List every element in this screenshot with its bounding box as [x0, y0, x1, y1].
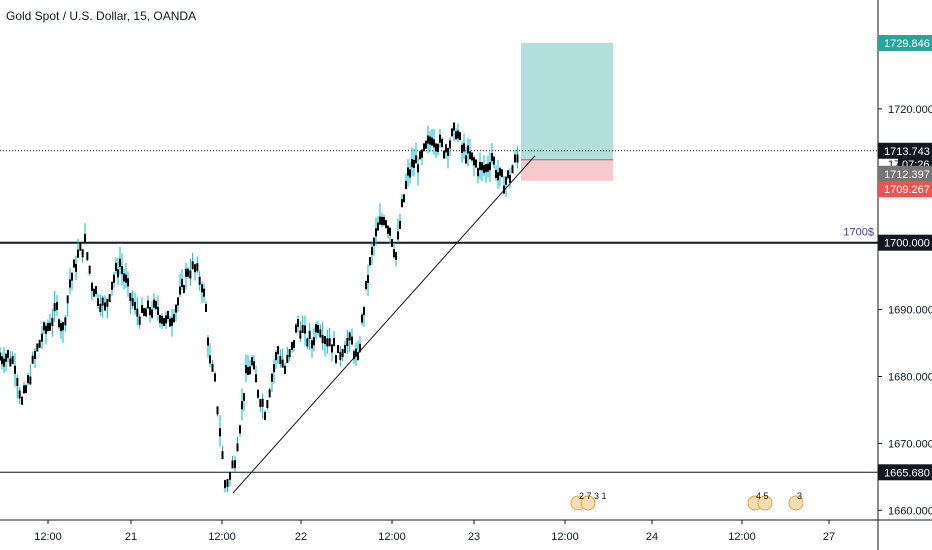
x-tick-label: 27	[823, 531, 835, 543]
us-flag-event-icon[interactable]	[788, 495, 804, 511]
us-flag-event-icon[interactable]	[757, 495, 773, 511]
price-label-bg	[878, 464, 932, 481]
y-tick-label: 1690.000	[888, 305, 932, 317]
stop-zone[interactable]	[521, 159, 613, 181]
level-annotation: 1700$	[843, 227, 874, 239]
x-tick-label: 23	[468, 531, 480, 543]
price-label-bg	[878, 142, 932, 159]
x-tick-label: 12:00	[208, 531, 236, 543]
price-label: 1700.000	[884, 238, 930, 250]
event-count-label: 3	[797, 491, 802, 501]
x-tick-label: 12:00	[728, 531, 756, 543]
y-tick-label: 1680.000	[888, 372, 932, 384]
target-zone[interactable]	[521, 43, 613, 160]
y-tick-label: 1670.000	[888, 438, 932, 450]
x-tick-label: 12:00	[378, 531, 406, 543]
x-tick-label: 12:00	[551, 531, 579, 543]
price-label-bg	[878, 234, 932, 251]
price-label: 1729.846	[884, 38, 930, 50]
chart-title: Gold Spot / U.S. Dollar, 15, OANDA	[6, 9, 197, 23]
y-tick-label: 1720.000	[888, 104, 932, 116]
trend-line[interactable]	[232, 155, 536, 494]
price-label: 1712.397	[884, 169, 930, 181]
us-flag-event-icon[interactable]	[580, 495, 596, 511]
y-tick-label: 1660.000	[888, 505, 932, 517]
price-label: 1713.743	[884, 146, 930, 158]
price-label-bg	[878, 35, 932, 52]
price-label: 1665.680	[884, 467, 930, 479]
price-label: 1709.267	[884, 184, 930, 196]
x-tick-label: 21	[125, 531, 137, 543]
price-label-bg	[878, 181, 932, 198]
x-tick-label: 22	[295, 531, 307, 543]
price-label-bg	[878, 165, 932, 182]
event-count-label: 2 7 3 1	[579, 491, 607, 501]
x-tick-label: 12:00	[34, 531, 62, 543]
event-count-label: 4 5	[756, 491, 769, 501]
x-tick-label: 24	[646, 531, 658, 543]
